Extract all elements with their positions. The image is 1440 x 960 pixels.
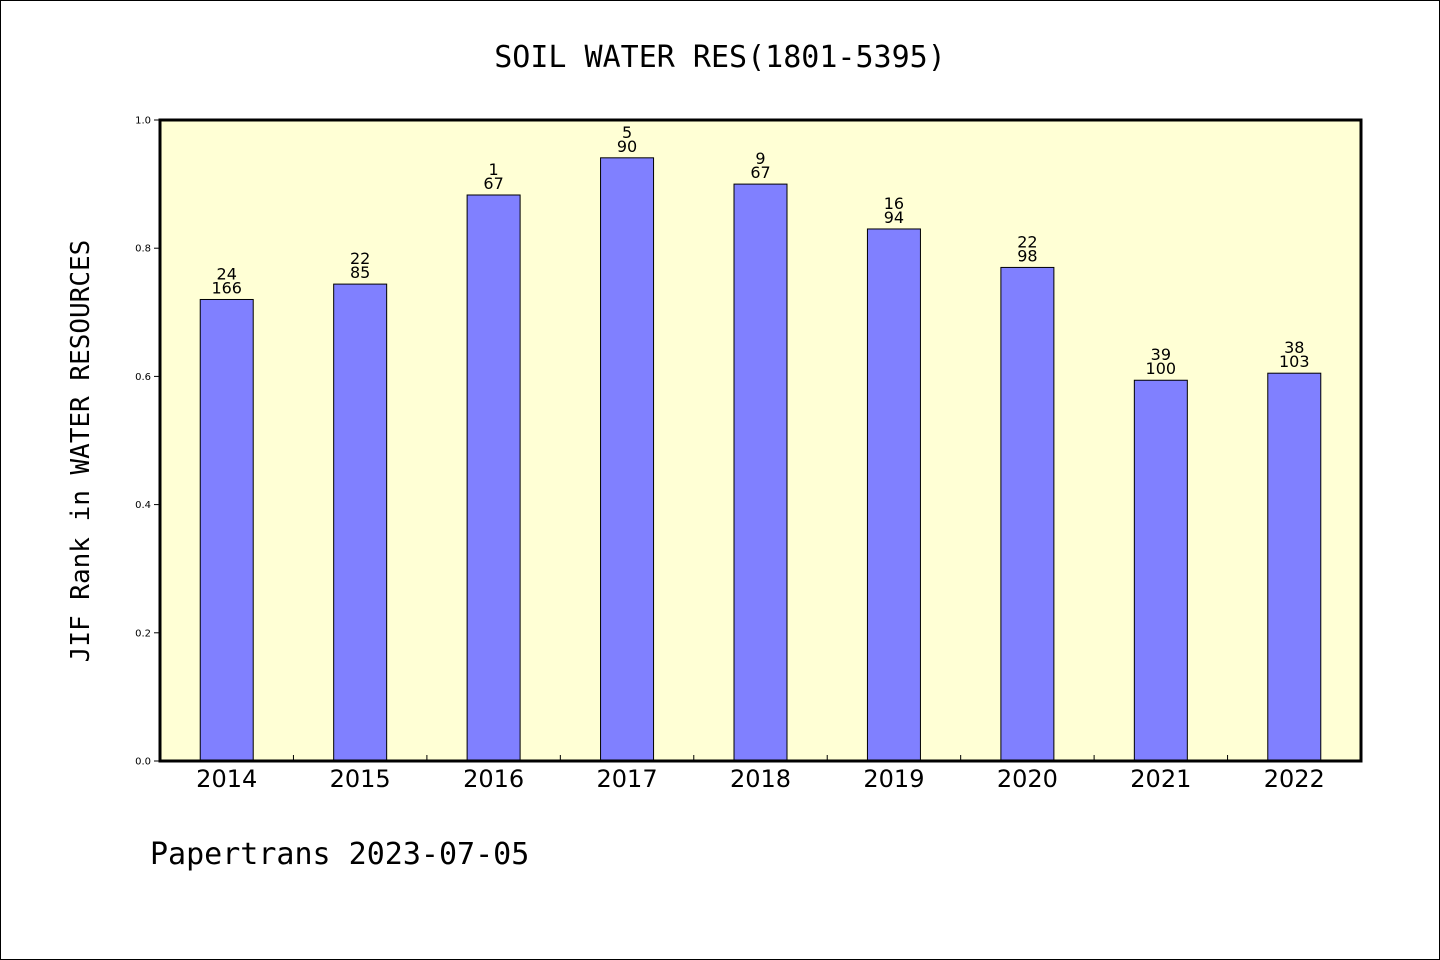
x-tick-label-2021: 2021 (1130, 765, 1191, 793)
y-tick-label: 0.8 (135, 244, 151, 255)
x-tick-label-2016: 2016 (463, 765, 524, 793)
rank-label-2016: 1 (489, 160, 499, 179)
total-label-2021: 100 (1146, 359, 1177, 378)
y-axis-title: JIF Rank in WATER RESOURCES (66, 240, 96, 663)
total-label-2016: 67 (483, 174, 503, 193)
x-tick-label-2018: 2018 (730, 765, 791, 793)
rank-label-2021: 39 (1151, 345, 1171, 364)
bar-2020 (1000, 266, 1055, 762)
rank-label-2017: 5 (622, 123, 632, 142)
bar-2014 (199, 298, 254, 762)
footer-credit: Papertrans 2023-07-05 (150, 837, 529, 872)
x-tick-label-2017: 2017 (597, 765, 658, 793)
total-label-2018: 67 (750, 163, 770, 182)
total-label-2020: 98 (1017, 246, 1037, 265)
y-tick-label: 0.4 (135, 500, 151, 511)
total-label-2022: 103 (1279, 352, 1310, 371)
x-tick-label-2019: 2019 (863, 765, 924, 793)
total-label-2019: 94 (884, 208, 904, 227)
total-label-2017: 90 (617, 137, 637, 156)
total-label-2014: 166 (211, 278, 242, 297)
x-tick-label-2014: 2014 (196, 765, 257, 793)
y-tick-label: 1.0 (135, 116, 151, 127)
x-tick-label-2020: 2020 (997, 765, 1058, 793)
total-label-2015: 85 (350, 263, 370, 282)
rank-label-2020: 22 (1017, 232, 1037, 251)
rank-label-2022: 38 (1284, 338, 1304, 357)
bar-2017 (600, 157, 655, 762)
x-tick-label-2015: 2015 (330, 765, 391, 793)
x-tick-label-2022: 2022 (1264, 765, 1325, 793)
y-tick-label: 0.2 (135, 628, 151, 639)
bar-2018 (733, 183, 788, 762)
rank-label-2018: 9 (755, 149, 765, 168)
rank-label-2015: 22 (350, 249, 370, 268)
rank-label-2019: 16 (884, 194, 904, 213)
bar-2022 (1267, 372, 1322, 762)
bar-2016 (466, 194, 521, 762)
bar-2021 (1133, 379, 1188, 762)
chart-title: SOIL WATER RES(1801-5395) (494, 40, 946, 75)
plot-border (158, 118, 1363, 763)
y-tick-label: 0.6 (135, 372, 151, 383)
y-axis: 0.0 0.2 0.4 0.6 0.8 1.0 (135, 116, 160, 768)
x-axis: 2014 2015 2016 2017 2018 2019 2020 2021 2022 (196, 755, 1325, 793)
rank-label-2014: 24 (217, 264, 237, 283)
y-tick-label: 0.0 (135, 757, 151, 768)
bar-2015 (333, 283, 388, 762)
bar-2019 (866, 228, 921, 762)
